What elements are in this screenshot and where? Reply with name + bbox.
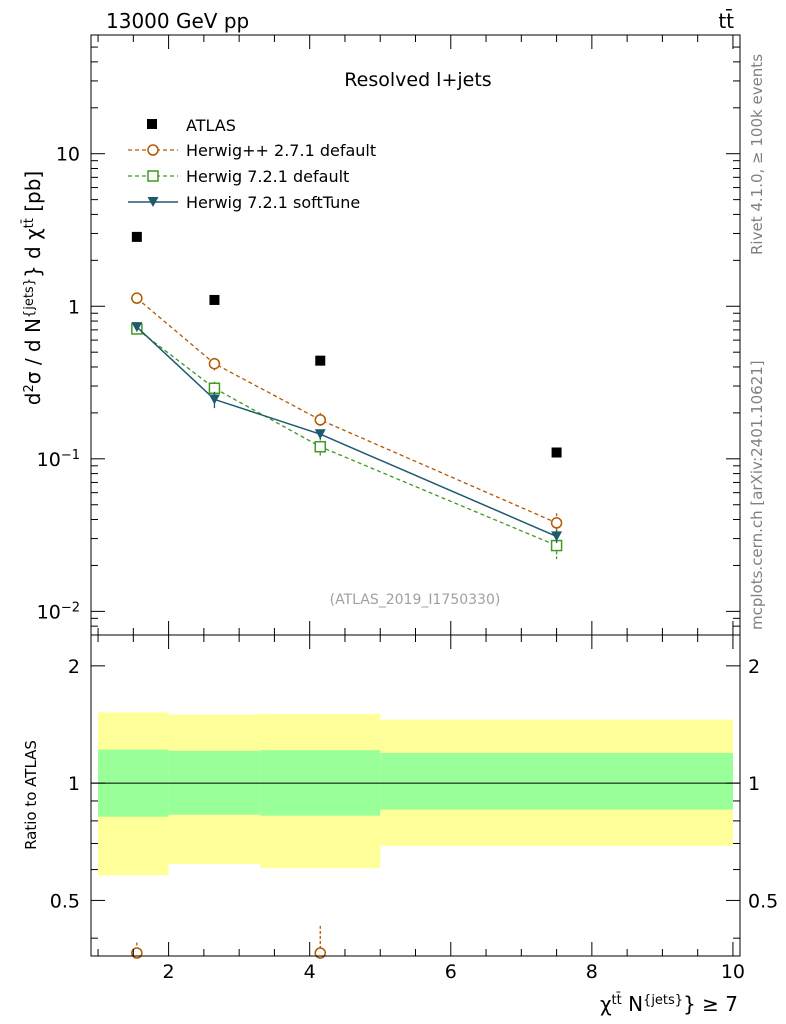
- ratio-ytick-label-right: 1: [748, 773, 760, 795]
- legend-marker-atlas: [147, 119, 157, 129]
- point-herwig721-softtune: [314, 429, 326, 440]
- point-herwig721-default: [208, 382, 221, 395]
- ratio-data: [91, 712, 740, 959]
- main-title: Resolved l+jets: [344, 69, 491, 91]
- ratio-xtick-label: 2: [163, 961, 175, 983]
- legend-label-atlas: ATLAS: [186, 116, 236, 135]
- ratio-ytick-label-left: 2: [68, 656, 80, 678]
- ratio-panel: 0.5 0.5 1 1 2 2 2 4 6 8 10 Ratio to ATLAS χtt̄ N{j…: [22, 634, 778, 1016]
- point-atlas: [209, 294, 220, 305]
- main-ytick-label: 10: [56, 144, 80, 166]
- mcplots-label: mcplots.cern.ch [arXiv:2401.10621]: [748, 360, 766, 630]
- point-herwigpp: [131, 292, 143, 304]
- point-herwig721-softtune: [208, 394, 220, 405]
- rivet-label: Rivet 4.1.0, ≥ 100k events: [748, 54, 766, 255]
- ratio-xtick-label: 4: [304, 961, 316, 983]
- ratio-ytick-label-left: 1: [68, 773, 80, 795]
- main-data: [131, 231, 563, 560]
- analysis-watermark: (ATLAS_2019_I1750330): [330, 592, 501, 608]
- ratio-ytick-label-right: 2: [748, 656, 760, 678]
- ratio-xtick-label: 6: [445, 961, 457, 983]
- legend-marker-herwigpp: [147, 144, 159, 156]
- legend-entry-herwig721-softtune: Herwig 7.2.1 softTune: [128, 193, 360, 212]
- ratio-axes: 0.5 0.5 1 1 2 2 2 4 6 8 10: [50, 634, 778, 983]
- ratio-ytick-label-left: 0.5: [50, 890, 80, 912]
- point-herwig721-default: [314, 440, 327, 453]
- legend-label-herwig721-softtune: Herwig 7.2.1 softTune: [186, 193, 360, 212]
- process-label: tt̄: [718, 8, 734, 33]
- legend-label-herwig721-default: Herwig 7.2.1 default: [186, 167, 349, 186]
- point-herwig721-softtune: [131, 322, 143, 333]
- point-herwig721-softtune: [551, 531, 563, 542]
- point-atlas: [551, 447, 562, 458]
- main-ylabel: d2σ / d N{jets}} d χtt̄ [pb]: [21, 171, 45, 405]
- legend-marker-herwig721-softtune: [147, 197, 159, 207]
- legend-marker-herwig721-default: [147, 170, 159, 182]
- main-panel: Resolved l+jets (ATLAS_2019_I1750330) 10…: [21, 34, 741, 636]
- line-herwig721-softtune: [136, 326, 557, 538]
- legend-label-herwigpp: Herwig++ 2.7.1 default: [186, 141, 376, 160]
- point-atlas: [315, 355, 326, 366]
- main-ytick-label: 10−1: [37, 447, 80, 471]
- legend: ATLAS Herwig++ 2.7.1 default Herwig 7.2.…: [128, 116, 376, 212]
- point-atlas: [131, 231, 142, 242]
- main-axes: 10−2 10−1 1 10: [37, 34, 741, 636]
- ratio-ylabel: Ratio to ATLAS: [22, 740, 40, 850]
- legend-entry-herwigpp: Herwig++ 2.7.1 default: [128, 141, 376, 160]
- point-herwigpp: [550, 517, 563, 529]
- ratio-xlabel: χtt̄ N{jets}} ≥ 7: [600, 992, 738, 1016]
- legend-entry-herwig721-default: Herwig 7.2.1 default: [128, 167, 349, 186]
- point-herwigpp: [314, 414, 327, 426]
- ratio-xtick-label: 8: [586, 961, 598, 983]
- line-herwigpp: [136, 297, 557, 524]
- main-ytick-label: 10−2: [37, 600, 80, 624]
- legend-entry-atlas: ATLAS: [147, 116, 236, 135]
- energy-label: 13000 GeV pp: [106, 9, 249, 33]
- main-ytick-label: 1: [68, 296, 80, 318]
- line-herwig721-default: [136, 328, 557, 547]
- point-herwigpp: [208, 357, 221, 370]
- ratio-xtick-label: 10: [721, 961, 745, 983]
- stat-uncertainty-band: [380, 752, 733, 810]
- ratio-ytick-label-right: 0.5: [748, 890, 778, 912]
